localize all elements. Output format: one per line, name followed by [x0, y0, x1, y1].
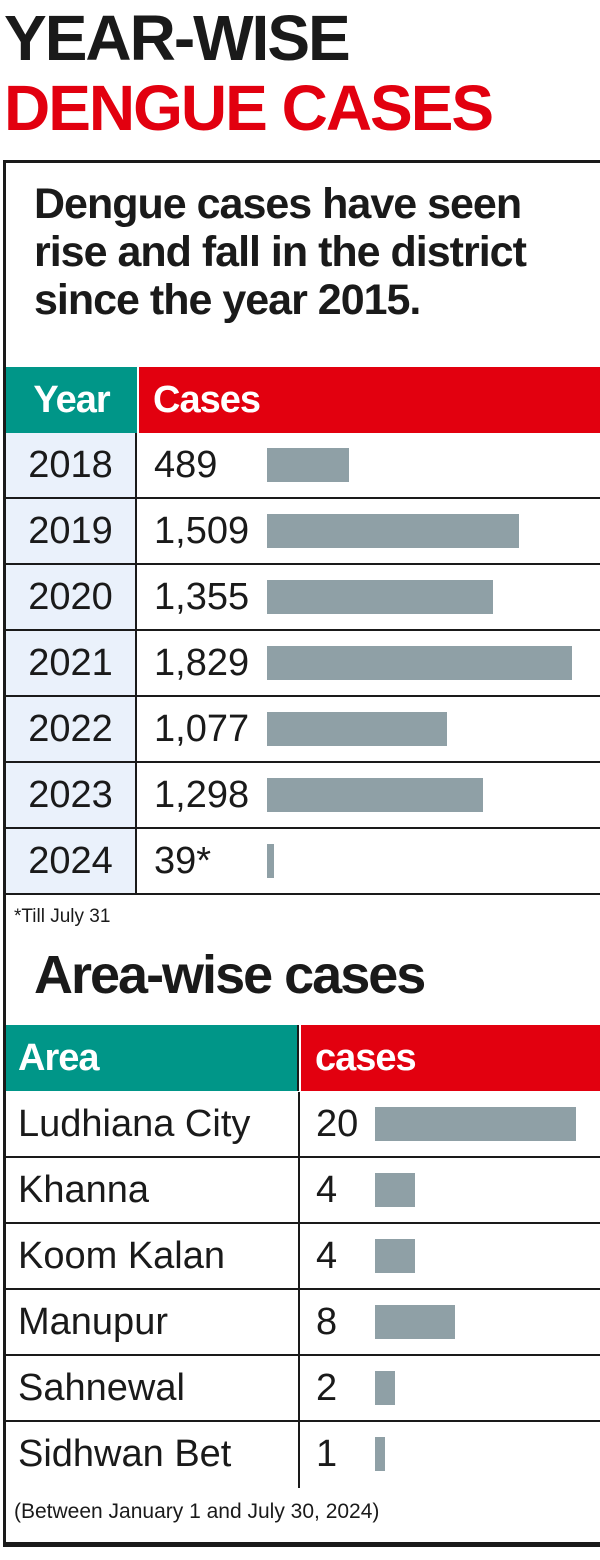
cases-bar [267, 712, 447, 746]
cases-bar [267, 646, 572, 680]
cases-bar [267, 580, 493, 614]
cases-value: 39* [154, 840, 212, 882]
cases-value: 1,509 [154, 510, 250, 552]
year-footnote: *Till July 31 [14, 906, 111, 927]
intro-text: Dengue cases have seen rise and fall in … [34, 180, 527, 324]
area-cases-bar [375, 1437, 385, 1471]
year-table-row: 2019 1,509 [6, 499, 600, 565]
area-table-row: Ludhiana City 20 [6, 1092, 600, 1158]
area-cases-bar [375, 1173, 415, 1207]
area-cases-value: 2 [316, 1367, 338, 1409]
year-table-row: 2018 489 [6, 433, 600, 499]
year-cell: 2020 [6, 565, 137, 629]
frame-bottom-rule [3, 1542, 600, 1547]
cases-value: 489 [154, 444, 218, 486]
cases-bar [267, 514, 519, 548]
cases-value: 1,355 [154, 576, 250, 618]
year-table-row: 2021 1,829 [6, 631, 600, 697]
area-table-row: Manupur 8 [6, 1290, 600, 1356]
year-column-header: Year [6, 367, 137, 433]
area-table-row: Khanna 4 [6, 1158, 600, 1224]
year-cell: 2024 [6, 829, 137, 893]
cases-value: 1,298 [154, 774, 250, 816]
year-table-row: 2022 1,077 [6, 697, 600, 763]
title-line-2: DENGUE CASES [4, 72, 494, 144]
cases-bar [267, 448, 349, 482]
cases-bar [267, 778, 483, 812]
area-name: Khanna [6, 1158, 300, 1222]
area-cases-bar [375, 1371, 395, 1405]
title-line-1: YEAR-WISE [4, 2, 351, 74]
area-cases-value: 4 [316, 1235, 338, 1277]
area-cases-column-header: cases [301, 1025, 600, 1091]
area-cases-value: 8 [316, 1301, 338, 1343]
year-table-row: 2023 1,298 [6, 763, 600, 829]
area-table-row: Sidhwan Bet 1 [6, 1422, 600, 1488]
area-name: Koom Kalan [6, 1224, 300, 1288]
cases-bar [267, 844, 274, 878]
year-table-row: 2020 1,355 [6, 565, 600, 631]
area-cases-bar [375, 1107, 576, 1141]
area-name: Sahnewal [6, 1356, 300, 1420]
cases-value: 1,829 [154, 642, 250, 684]
area-name: Manupur [6, 1290, 300, 1354]
area-cases-bar [375, 1305, 455, 1339]
year-table-row: 2024 39* [6, 829, 600, 895]
area-table-row: Sahnewal 2 [6, 1356, 600, 1422]
area-cases-value: 1 [316, 1433, 338, 1475]
year-cell: 2019 [6, 499, 137, 563]
year-cell: 2021 [6, 631, 137, 695]
year-cell: 2022 [6, 697, 137, 761]
cases-column-header: Cases [139, 367, 600, 433]
area-footnote: (Between January 1 and July 30, 2024) [14, 1500, 380, 1523]
area-section-title: Area-wise cases [34, 945, 426, 1005]
cases-value: 1,077 [154, 708, 250, 750]
year-cell: 2018 [6, 433, 137, 497]
area-cases-bar [375, 1239, 415, 1273]
infographic-frame [3, 160, 600, 1545]
area-table-row: Koom Kalan 4 [6, 1224, 600, 1290]
area-cases-value: 4 [316, 1169, 338, 1211]
area-cases-value: 20 [316, 1103, 359, 1145]
area-column-header: Area [6, 1025, 299, 1091]
area-name: Sidhwan Bet [6, 1422, 300, 1488]
area-name: Ludhiana City [6, 1092, 300, 1156]
year-cell: 2023 [6, 763, 137, 827]
